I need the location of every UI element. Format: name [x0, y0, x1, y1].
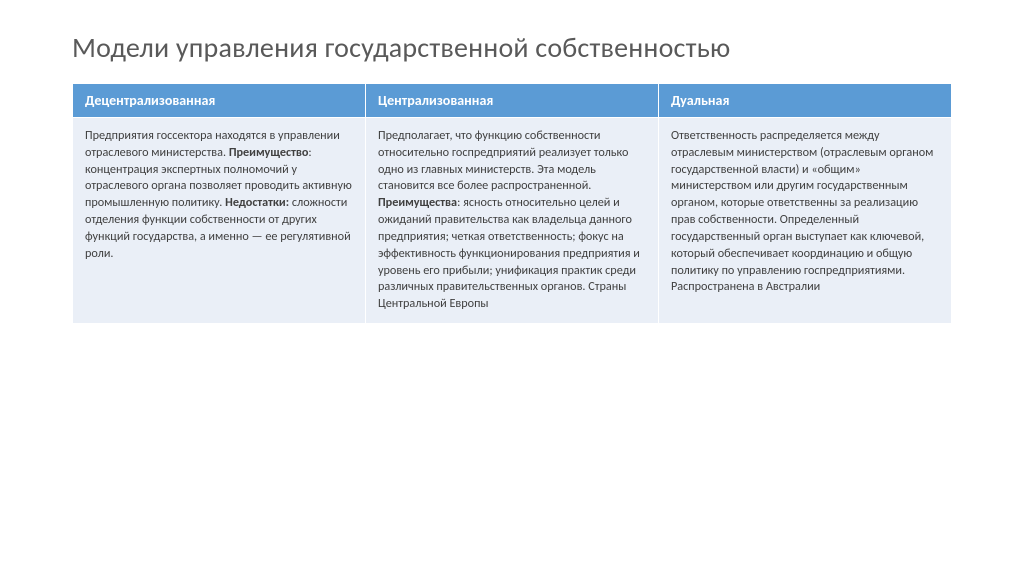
col-header-decentralized: Децентрализованная	[73, 84, 366, 118]
cell-text: Предполагает, что функцию собственности …	[378, 128, 628, 193]
page-title: Модели управления государственной собств…	[72, 30, 952, 65]
table-header-row: Децентрализованная Централизованная Дуал…	[73, 84, 952, 118]
table-row: Предприятия госсектора находятся в управ…	[73, 118, 952, 324]
cell-decentralized: Предприятия госсектора находятся в управ…	[73, 118, 366, 324]
slide: Модели управления государственной собств…	[0, 0, 1024, 574]
cell-centralized: Предполагает, что функцию собственности …	[366, 118, 659, 324]
advantage-label: Преимущества	[378, 195, 457, 210]
col-header-dual: Дуальная	[659, 84, 952, 118]
advantage-label: Преимущество	[229, 145, 309, 160]
cell-text: Ответственность распределяется между отр…	[671, 128, 933, 294]
col-header-centralized: Централизованная	[366, 84, 659, 118]
cell-dual: Ответственность распределяется между отр…	[659, 118, 952, 324]
disadvantage-label: Недостатки:	[225, 195, 289, 210]
cell-text: : ясность относительно целей и ожиданий …	[378, 195, 640, 311]
models-table: Децентрализованная Централизованная Дуал…	[72, 83, 952, 324]
